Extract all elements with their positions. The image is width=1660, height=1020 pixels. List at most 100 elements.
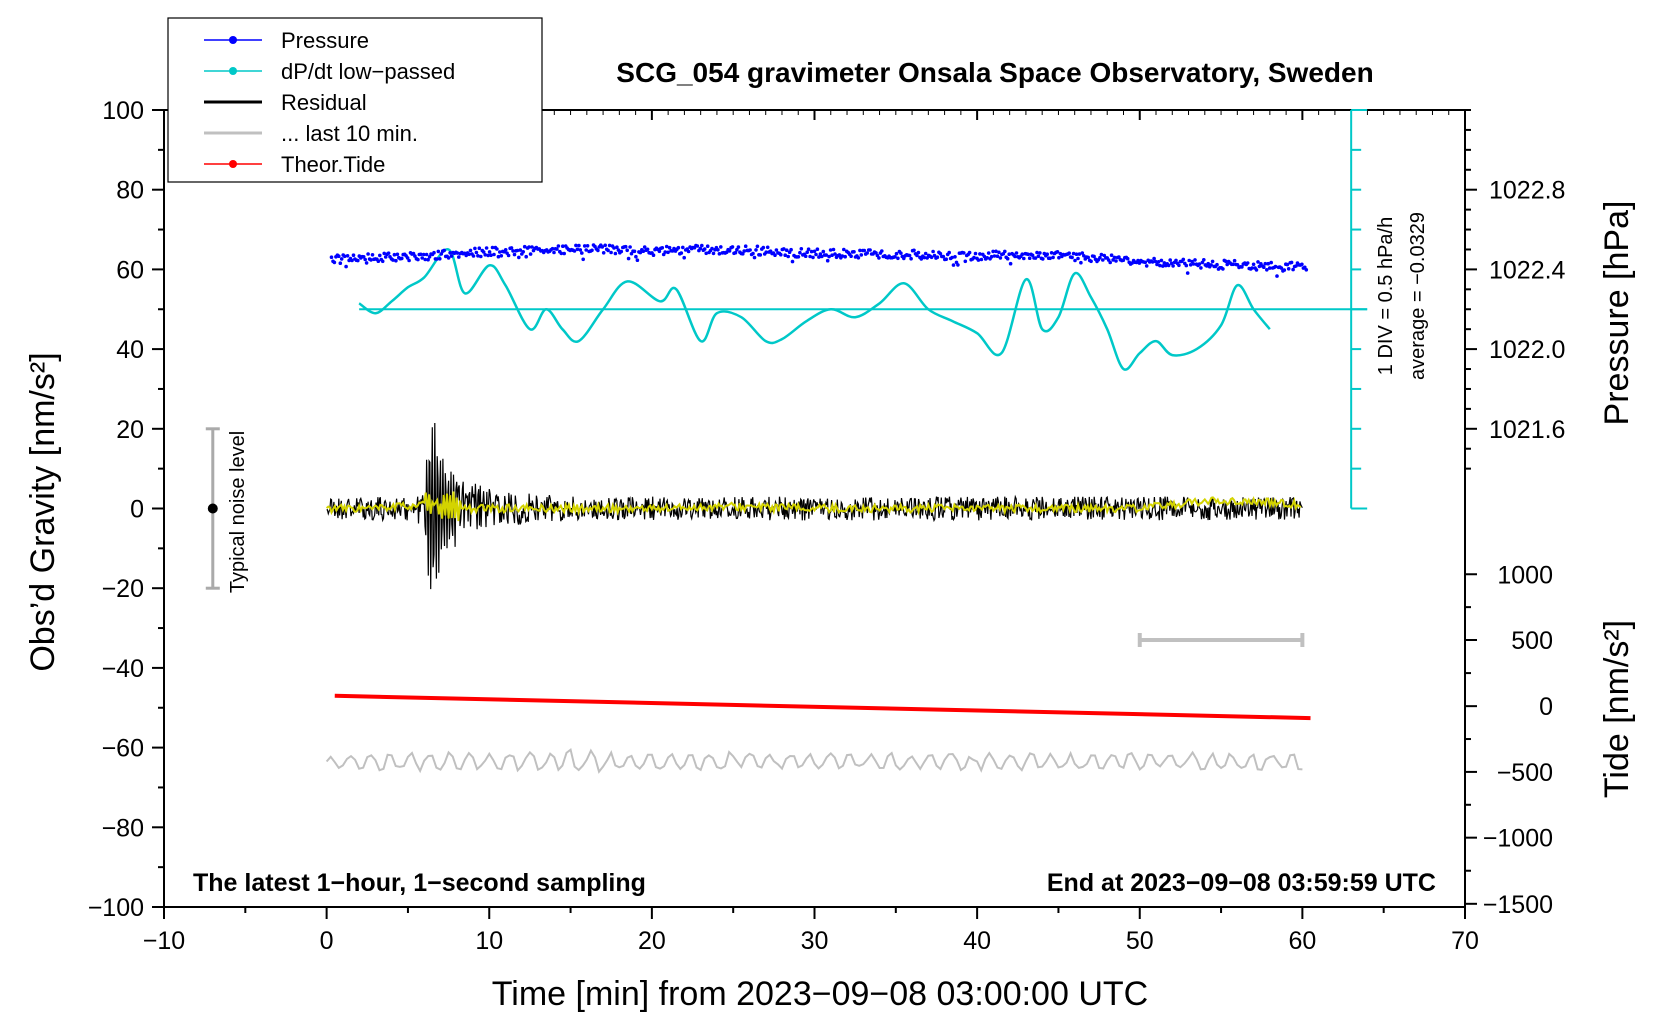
pressure-point — [1137, 261, 1142, 265]
pressure-point — [585, 244, 590, 248]
pressure-point — [550, 246, 555, 251]
pressure-point — [524, 254, 528, 259]
x-tick-label: 60 — [1288, 927, 1316, 955]
pressure-point — [424, 252, 429, 257]
pressure-point — [1058, 251, 1063, 256]
legend-label: Theor.Tide — [281, 152, 385, 177]
legend-label: ... last 10 min. — [281, 121, 418, 146]
pressure-point — [736, 245, 741, 249]
pressure-point — [1071, 251, 1076, 256]
pressure-point — [635, 258, 640, 263]
pressure-point — [522, 244, 527, 249]
pressure-point — [986, 251, 991, 255]
pressure-point — [492, 252, 496, 257]
pressure-point — [439, 252, 444, 256]
pressure-point — [1020, 252, 1025, 256]
pressure-point — [383, 255, 388, 259]
pressure-point — [1159, 258, 1164, 263]
pressure-point — [1109, 253, 1114, 257]
pressure-point — [994, 249, 998, 254]
pressure-point — [784, 248, 789, 252]
pressure-point — [1158, 263, 1162, 268]
pressure-point — [929, 255, 934, 260]
pressure-point — [386, 251, 391, 255]
pressure-point — [808, 254, 812, 259]
pressure-point — [1240, 265, 1244, 269]
pressure-point — [487, 250, 492, 254]
tide-tick-label: 1000 — [1497, 561, 1553, 589]
pressure-point — [426, 257, 430, 262]
pressure-point — [511, 249, 515, 253]
pressure-point — [369, 258, 373, 262]
pressure-point — [803, 254, 808, 258]
pressure-point — [471, 254, 476, 258]
pressure-point — [978, 252, 982, 256]
pressure-point — [868, 248, 872, 252]
pressure-point — [623, 244, 628, 249]
tide-tick-label: −500 — [1497, 759, 1553, 787]
pressure-point — [609, 250, 613, 255]
pressure-point — [950, 255, 954, 260]
pressure-point — [1162, 261, 1167, 265]
pressure-point — [922, 255, 927, 260]
pressure-point — [817, 255, 821, 259]
pressure-point — [825, 258, 830, 263]
pressure-point — [742, 249, 746, 253]
data-layer — [325, 243, 1368, 774]
pressure-point — [625, 248, 629, 253]
pressure-point — [1005, 256, 1010, 261]
pressure-point — [828, 248, 833, 252]
pressure-point — [641, 249, 646, 253]
legend-box — [167, 17, 543, 183]
legend-label: Residual — [281, 90, 367, 115]
pressure-point — [667, 245, 672, 250]
pressure-point — [1275, 274, 1279, 278]
y-tick-label: −20 — [102, 575, 144, 603]
pressure-point — [1250, 266, 1254, 270]
pressure-point — [344, 264, 348, 269]
tide-axis-title: Tide [nm/s²] — [1598, 620, 1636, 798]
scale-bar-label: 1 DIV = 0.5 hPa/h — [1375, 217, 1397, 375]
pressure-point — [1267, 266, 1272, 270]
pressure-point — [1225, 262, 1229, 267]
pressure-point — [530, 245, 534, 249]
pressure-point — [1291, 267, 1295, 272]
pressure-point — [361, 254, 366, 259]
pressure-point — [997, 250, 1001, 255]
pressure-point — [681, 245, 685, 250]
pressure-point — [1099, 252, 1104, 257]
x-tick-label: 20 — [638, 927, 666, 955]
pressure-point — [498, 250, 502, 254]
pressure-point — [752, 255, 757, 260]
pressure-point — [515, 248, 520, 253]
y-tick-label: 100 — [102, 97, 144, 125]
theor-tide-line — [334, 693, 1311, 721]
pressure-point — [1038, 251, 1042, 255]
pressure-point — [799, 247, 804, 251]
pressure-point — [1224, 259, 1228, 264]
legend: Pressure dP/dt low−passed Residual ... last… — [167, 17, 543, 183]
pressure-point — [1185, 271, 1190, 275]
pressure-point — [1045, 252, 1049, 256]
pressure-tick-label: 1022.0 — [1489, 336, 1565, 364]
pressure-point — [407, 258, 411, 263]
pressure-point — [1171, 264, 1175, 268]
pressure-point — [419, 252, 423, 257]
note-end-time: End at 2023−09−08 03:59:59 UTC — [1047, 869, 1436, 897]
y-tick-label: −40 — [102, 655, 144, 683]
y-tick-label: 80 — [116, 177, 144, 205]
pressure-point — [435, 257, 439, 261]
pressure-point — [1073, 258, 1077, 263]
pressure-point — [1184, 263, 1189, 268]
pressure-point — [676, 245, 681, 250]
pressure-point — [664, 244, 669, 249]
pressure-axis-title: Pressure [hPa] — [1598, 201, 1636, 426]
pressure-point — [923, 251, 928, 256]
pressure-point — [400, 256, 404, 261]
pressure-point — [1206, 261, 1210, 266]
pressure-point — [812, 249, 817, 254]
pressure-point — [455, 251, 460, 255]
pressure-point — [790, 259, 795, 264]
pressure-point — [909, 256, 913, 261]
pressure-point — [1304, 268, 1309, 272]
